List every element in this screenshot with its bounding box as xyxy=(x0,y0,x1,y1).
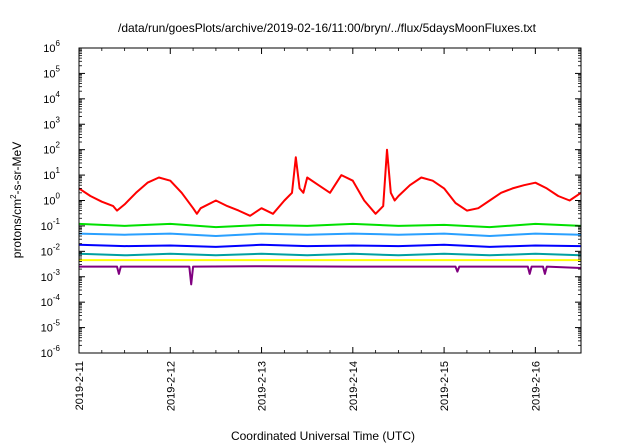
series-line-4 xyxy=(78,243,582,248)
x-tick-label: 2019-2-16 xyxy=(530,361,542,411)
y-tick-label: 100 xyxy=(43,192,60,208)
y-tick-label: 10-5 xyxy=(41,319,61,335)
x-tick-label: 2019-2-13 xyxy=(257,361,269,411)
y-tick-label: 10-2 xyxy=(41,242,61,258)
y-tick-label: 103 xyxy=(43,115,60,131)
series-line-3 xyxy=(78,232,582,237)
y-tick-label: 101 xyxy=(43,166,60,182)
series-lines xyxy=(78,148,582,286)
y-tick-label: 10-1 xyxy=(41,217,61,233)
series-line-7 xyxy=(79,265,582,286)
y-axis-label: protons/cm2-s-sr-MeV xyxy=(9,142,24,258)
x-axis-label: Coordinated Universal Time (UTC) xyxy=(231,429,415,443)
x-tick-label: 2019-2-15 xyxy=(439,361,451,411)
y-tick-label: 102 xyxy=(43,141,60,157)
x-tick-label: 2019-2-14 xyxy=(348,361,360,411)
chart-title: /data/run/goesPlots/archive/2019-02-16/1… xyxy=(118,21,537,35)
x-axis: 2019-2-11 2019-2-12 2019-2-13 2019-2-14 2019… xyxy=(74,48,582,411)
series-line-1 xyxy=(78,148,582,217)
series-line-5 xyxy=(78,252,582,257)
y-axis: 10-6 10-5 10-4 10-3 10-2 10-1 100 101 102 103 104 1… xyxy=(41,39,581,360)
y-tick-label: 10-4 xyxy=(41,293,61,309)
x-tick-label: 2019-2-12 xyxy=(165,361,177,411)
plot-frame xyxy=(78,47,582,354)
y-tick-label: 105 xyxy=(43,64,60,80)
series-line-2 xyxy=(78,222,582,229)
y-tick-label: 10-6 xyxy=(41,344,61,360)
y-tick-label: 104 xyxy=(43,90,60,106)
x-tick-label: 2019-2-11 xyxy=(74,361,86,410)
y-tick-label: 106 xyxy=(43,39,60,55)
y-tick-label: 10-3 xyxy=(41,268,61,284)
